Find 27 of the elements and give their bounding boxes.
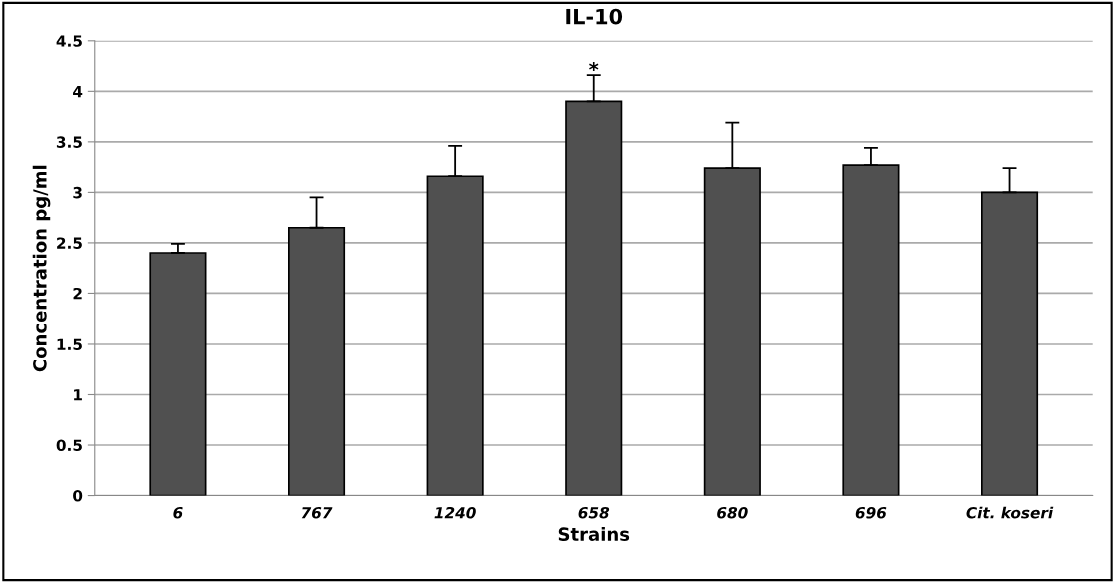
bar <box>842 164 900 496</box>
y-axis-title: Concentration pg/ml <box>32 165 51 372</box>
bar <box>426 175 484 496</box>
x-tick-label: 6 <box>173 506 183 519</box>
x-tick-label: 658 <box>578 506 610 519</box>
x-tick-label: 680 <box>717 506 748 519</box>
annotation: * <box>589 62 599 72</box>
chart-title: IL-10 <box>566 8 623 25</box>
bar <box>149 252 207 496</box>
x-tick-label: 767 <box>301 506 333 519</box>
x-axis-title: Strains <box>558 527 630 541</box>
y-tick-label: 3 <box>73 186 82 199</box>
y-tick-label: 4 <box>73 86 83 98</box>
y-tick-label: 1 <box>74 389 82 401</box>
bar <box>287 226 346 496</box>
bar <box>703 167 761 496</box>
x-tick-label: 1240 <box>434 506 476 519</box>
y-tick-label: 2 <box>73 287 82 300</box>
y-tick-label: 3.5 <box>56 136 82 148</box>
y-tick-label: 1.5 <box>57 338 82 350</box>
x-tick-label: 696 <box>855 506 887 519</box>
y-tick-label: 4.5 <box>56 35 82 47</box>
y-tick-label: 0.5 <box>56 439 82 452</box>
y-tick-label: 0 <box>73 490 83 502</box>
y-tick-label: 2.5 <box>57 237 82 249</box>
bar <box>980 191 1039 496</box>
x-tick-label: Cit. koseri <box>966 506 1054 519</box>
